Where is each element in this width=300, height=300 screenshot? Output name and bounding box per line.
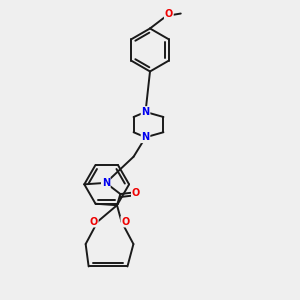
Text: N: N — [142, 132, 150, 142]
Text: O: O — [121, 217, 130, 227]
Text: N: N — [142, 107, 150, 117]
Text: O: O — [132, 188, 140, 197]
Text: O: O — [90, 217, 98, 227]
Text: N: N — [102, 178, 110, 188]
Text: O: O — [165, 8, 173, 19]
